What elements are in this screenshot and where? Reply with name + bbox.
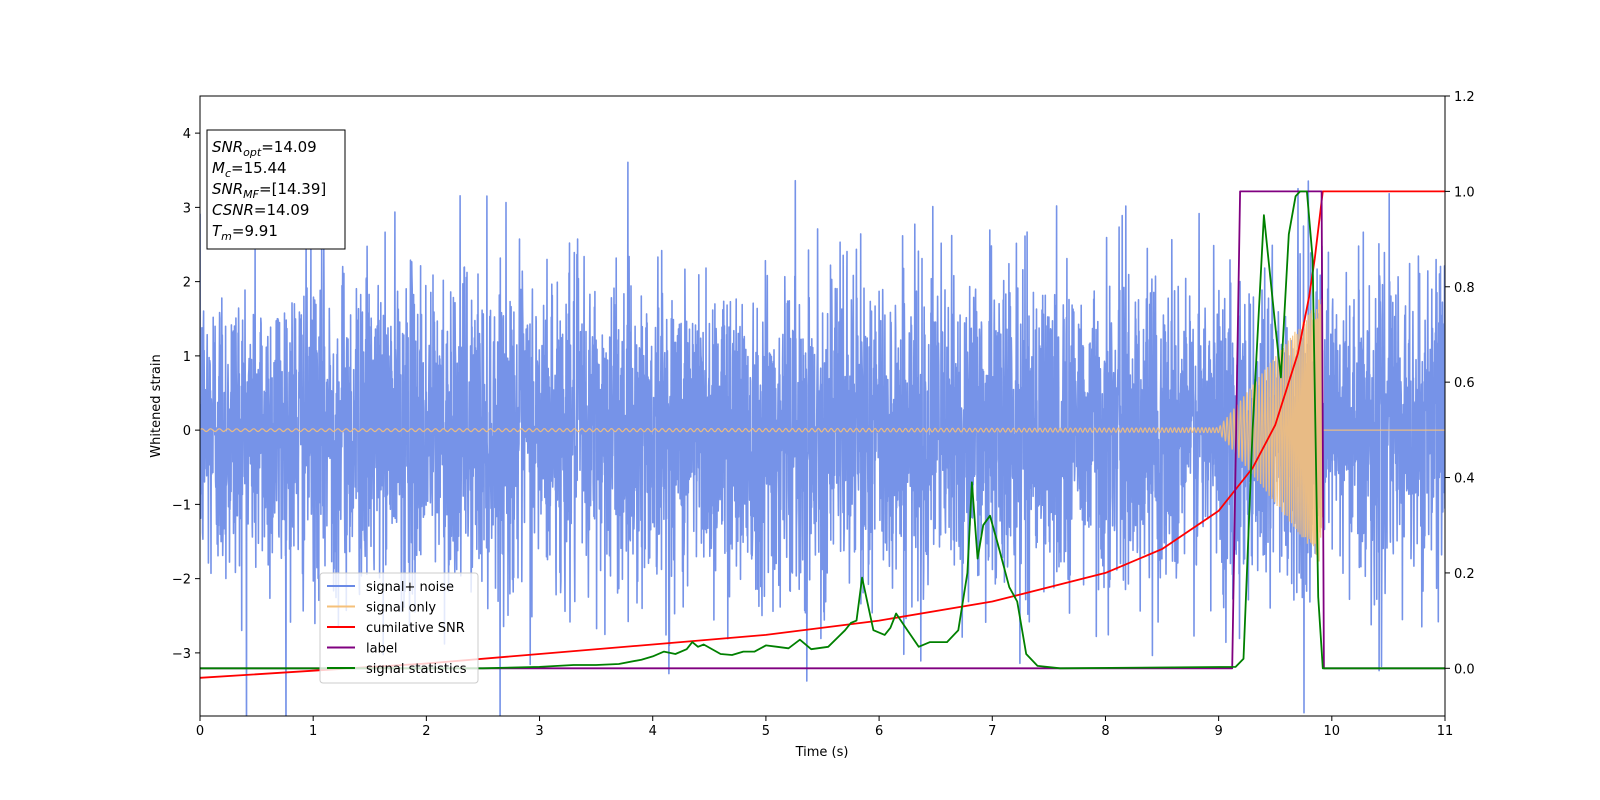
x-tick-label: 5 xyxy=(762,724,770,739)
x-tick-label: 2 xyxy=(422,724,430,739)
x-tick-label: 4 xyxy=(649,724,657,739)
y-right-tick-label: 0.2 xyxy=(1454,567,1475,582)
y-left-tick-label: 3 xyxy=(183,201,191,216)
y-left-tick-label: 4 xyxy=(183,127,191,142)
x-tick-label: 3 xyxy=(535,724,543,739)
x-tick-label: 9 xyxy=(1214,724,1222,739)
y-left-tick-label: 2 xyxy=(183,276,191,291)
y-right-tick-label: 0.6 xyxy=(1454,376,1475,391)
y-right-tick-label: 0.8 xyxy=(1454,281,1475,296)
x-tick-label: 11 xyxy=(1437,724,1454,739)
x-tick-label: 6 xyxy=(875,724,883,739)
info-line: Tm=9.91 xyxy=(212,222,278,243)
legend-label: label xyxy=(366,642,397,657)
x-tick-label: 8 xyxy=(1101,724,1109,739)
plot-series xyxy=(200,161,1445,716)
y-axis-left: −3 −2 −1 0 1 2 3 4 xyxy=(172,127,200,662)
info-line: SNRopt=14.09 xyxy=(212,138,317,159)
x-tick-label: 1 xyxy=(309,724,317,739)
series-signal-noise xyxy=(200,161,1445,716)
y-left-tick-label: 0 xyxy=(183,424,191,439)
y-left-tick-label: −2 xyxy=(172,573,191,588)
y-right-tick-label: 1.2 xyxy=(1454,90,1475,105)
x-axis: 0 1 2 3 4 5 6 7 8 9 10 11 xyxy=(196,716,1453,739)
series-cumilative-snr xyxy=(200,190,1445,679)
legend: signal+ noise signal only cumilative SNR la… xyxy=(319,572,479,684)
y-axis-label: Whitened strain xyxy=(149,354,164,457)
x-tick-label: 0 xyxy=(196,724,204,739)
x-axis-label: Time (s) xyxy=(795,745,849,760)
x-tick-label: 10 xyxy=(1324,724,1341,739)
y-left-tick-label: 1 xyxy=(183,350,191,365)
info-line: CSNR=14.09 xyxy=(212,201,309,219)
legend-label: signal+ noise xyxy=(366,580,454,595)
y-left-tick-label: −3 xyxy=(172,647,191,662)
info-line: Mc=15.44 xyxy=(212,159,287,180)
plot-frame xyxy=(199,95,1446,717)
y-right-tick-label: 0.0 xyxy=(1454,662,1475,677)
legend-label: signal only xyxy=(366,601,436,616)
y-axis-right: 0.0 0.2 0.4 0.6 0.8 1.0 1.2 xyxy=(1445,90,1475,677)
x-tick-label: 7 xyxy=(988,724,996,739)
info-box: SNRopt=14.09Mc=15.44SNRMF=[14.39]CSNR=14… xyxy=(206,129,346,250)
legend-label: signal statistics xyxy=(366,662,467,677)
y-right-tick-label: 1.0 xyxy=(1454,185,1475,200)
series-signal-statistics xyxy=(200,190,1445,670)
y-right-tick-label: 0.4 xyxy=(1454,472,1475,487)
y-left-tick-label: −1 xyxy=(172,498,191,513)
legend-label: cumilative SNR xyxy=(366,621,465,636)
series-signal-only xyxy=(200,294,1445,562)
info-line: SNRMF=[14.39] xyxy=(212,180,326,201)
